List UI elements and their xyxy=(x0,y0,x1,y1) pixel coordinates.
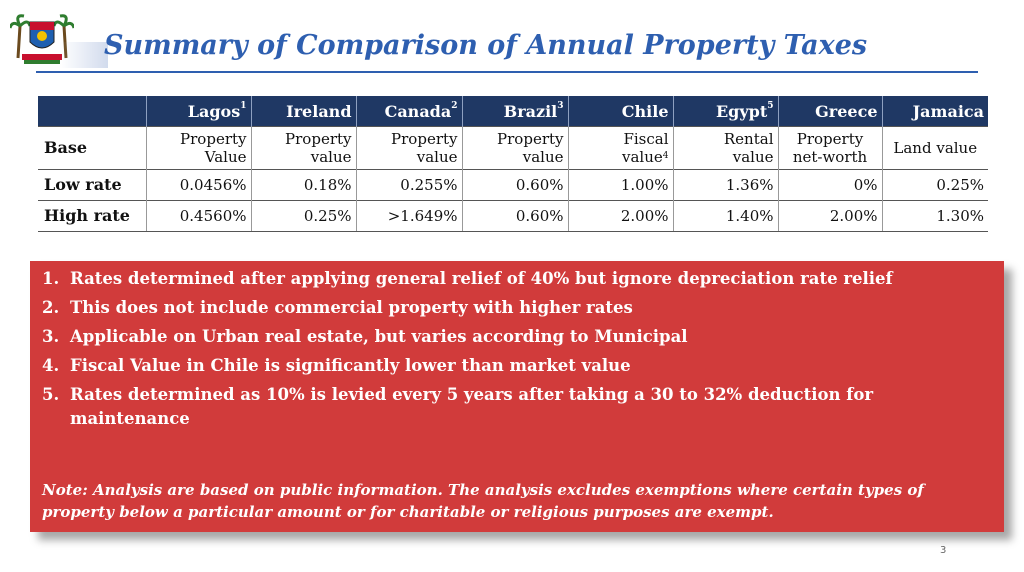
table-row-high-rate: High rate 0.4560% 0.25% >1.649% 0.60% 2.… xyxy=(38,200,988,232)
column-header-greece: Greece xyxy=(777,96,882,127)
low-rate-ireland: 0.18% xyxy=(250,169,356,201)
table-row-low-rate: Low rate 0.0456% 0.18% 0.255% 0.60% 1.00… xyxy=(38,169,988,201)
low-rate-jamaica: 0.25% xyxy=(881,169,988,201)
table-header-row: Lagos1 Ireland Canada2 Brazil3 Chile Egy… xyxy=(38,96,988,127)
page-number: 3 xyxy=(940,545,947,556)
column-header-egypt: Egypt5 xyxy=(672,96,778,127)
high-rate-brazil: 0.60% xyxy=(461,200,568,232)
row-label-base: Base xyxy=(38,126,146,170)
high-rate-jamaica: 1.30% xyxy=(881,200,988,232)
column-header-canada: Canada2 xyxy=(355,96,462,127)
high-rate-canada: >1.649% xyxy=(355,200,462,232)
base-cell-chile: Fiscal value4 xyxy=(567,126,673,170)
base-cell-brazil: Property value xyxy=(461,126,568,170)
disclaimer-note: Note: Analysis are based on public infor… xyxy=(42,481,924,521)
property-tax-comparison-table: Lagos1 Ireland Canada2 Brazil3 Chile Egy… xyxy=(38,96,988,232)
note-item: 1. Rates determined after applying genera… xyxy=(42,269,893,288)
low-rate-lagos: 0.0456% xyxy=(145,169,251,201)
column-header-chile: Chile xyxy=(567,96,673,127)
note-item: 3. Applicable on Urban real estate, but v… xyxy=(42,327,688,346)
base-cell-canada: Property value xyxy=(355,126,462,170)
note-item: 5. Rates determined as 10% is levied ever… xyxy=(42,385,874,428)
slide-title: Summary of Comparison of Annual Property… xyxy=(104,30,868,61)
low-rate-canada: 0.255% xyxy=(355,169,462,201)
low-rate-brazil: 0.60% xyxy=(461,169,568,201)
low-rate-greece: 0% xyxy=(777,169,882,201)
low-rate-egypt: 1.36% xyxy=(672,169,778,201)
high-rate-lagos: 0.4560% xyxy=(145,200,251,232)
low-rate-chile: 1.00% xyxy=(567,169,673,201)
base-cell-lagos: Property Value xyxy=(145,126,251,170)
notes-list: 1. Rates determined after applying genera… xyxy=(42,267,982,436)
column-header-ireland: Ireland xyxy=(250,96,356,127)
high-rate-greece: 2.00% xyxy=(777,200,882,232)
note-item: 4. Fiscal Value in Chile is significantly… xyxy=(42,356,631,375)
title-underline xyxy=(36,71,978,73)
high-rate-egypt: 1.40% xyxy=(672,200,778,232)
base-cell-greece: Property net-worth xyxy=(777,126,882,170)
column-header-brazil: Brazil3 xyxy=(461,96,568,127)
header-corner xyxy=(38,96,146,127)
high-rate-chile: 2.00% xyxy=(567,200,673,232)
row-label-high-rate: High rate xyxy=(38,200,146,232)
notes-panel: 1. Rates determined after applying genera… xyxy=(30,261,1004,532)
title-accent-bar xyxy=(60,42,108,68)
base-cell-ireland: Property value xyxy=(250,126,356,170)
row-label-low-rate: Low rate xyxy=(38,169,146,201)
note-item: 2. This does not include commercial prope… xyxy=(42,298,633,317)
column-header-jamaica: Jamaica xyxy=(881,96,988,127)
table-row-base: Base Property Value Property value Propert… xyxy=(38,126,988,170)
base-cell-jamaica: Land value xyxy=(881,126,988,170)
column-header-lagos: Lagos1 xyxy=(145,96,251,127)
base-cell-egypt: Rental value xyxy=(672,126,778,170)
high-rate-ireland: 0.25% xyxy=(250,200,356,232)
